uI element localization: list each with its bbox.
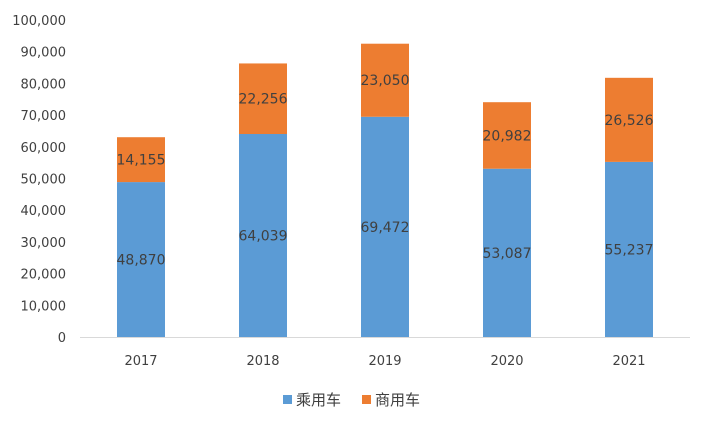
bar-segment-passenger-2017 <box>117 182 165 337</box>
legend-label-commercial: 商用车 <box>375 391 420 409</box>
data-label-passenger-2021: 55,237 <box>605 242 654 258</box>
legend-swatch-passenger <box>283 395 292 404</box>
legend-label-passenger: 乘用车 <box>296 391 341 409</box>
bars-group <box>117 43 653 337</box>
bar-segment-commercial-2017 <box>117 137 165 183</box>
bar-segment-commercial-2021 <box>605 77 653 162</box>
x-axis: 2017 2018 2019 2020 2021 <box>80 337 690 369</box>
data-label-passenger-2020: 53,087 <box>483 246 532 262</box>
data-label-commercial-2017: 14,155 <box>117 153 166 169</box>
bar-segment-commercial-2019 <box>361 43 409 117</box>
data-labels-group: 48,870 14,155 64,039 22,256 69,472 23,050 53,0… <box>117 73 654 268</box>
x-tick-label-2020: 2020 <box>490 354 523 369</box>
data-label-commercial-2020: 20,982 <box>483 128 532 144</box>
x-tick-label-2017: 2017 <box>124 354 157 369</box>
y-tick-label: 90,000 <box>21 46 67 61</box>
y-tick-label: 20,000 <box>21 268 67 283</box>
bar-segment-passenger-2019 <box>361 116 409 337</box>
legend: 乘用车 商用车 <box>283 391 420 409</box>
data-label-passenger-2017: 48,870 <box>117 253 166 269</box>
y-tick-label: 50,000 <box>21 173 67 188</box>
y-tick-label: 40,000 <box>21 204 67 219</box>
y-tick-label: 30,000 <box>21 236 67 251</box>
y-tick-label: 100,000 <box>12 14 66 29</box>
y-tick-label: 10,000 <box>21 299 67 314</box>
y-tick-label: 70,000 <box>21 109 67 124</box>
data-label-passenger-2018: 64,039 <box>239 228 288 244</box>
y-tick-label: 80,000 <box>21 77 67 92</box>
data-label-passenger-2019: 69,472 <box>361 220 410 236</box>
bar-segment-passenger-2021 <box>605 161 653 337</box>
y-tick-label: 60,000 <box>21 141 67 156</box>
bar-segment-passenger-2018 <box>239 133 287 337</box>
x-tick-label-2018: 2018 <box>246 354 279 369</box>
data-label-commercial-2018: 22,256 <box>239 92 288 108</box>
x-tick-label-2021: 2021 <box>612 354 645 369</box>
x-tick-label-2019: 2019 <box>368 354 401 369</box>
y-axis-tick-labels: 0 10,000 20,000 30,000 40,000 50,000 60,000 70,… <box>12 14 66 346</box>
data-label-commercial-2019: 23,050 <box>361 73 410 89</box>
bar-segment-passenger-2020 <box>483 168 531 337</box>
bar-segment-commercial-2018 <box>239 63 287 134</box>
bar-segment-commercial-2020 <box>483 102 531 169</box>
y-tick-label: 0 <box>58 331 66 346</box>
data-label-commercial-2021: 26,526 <box>605 113 654 129</box>
legend-swatch-commercial <box>362 395 371 404</box>
